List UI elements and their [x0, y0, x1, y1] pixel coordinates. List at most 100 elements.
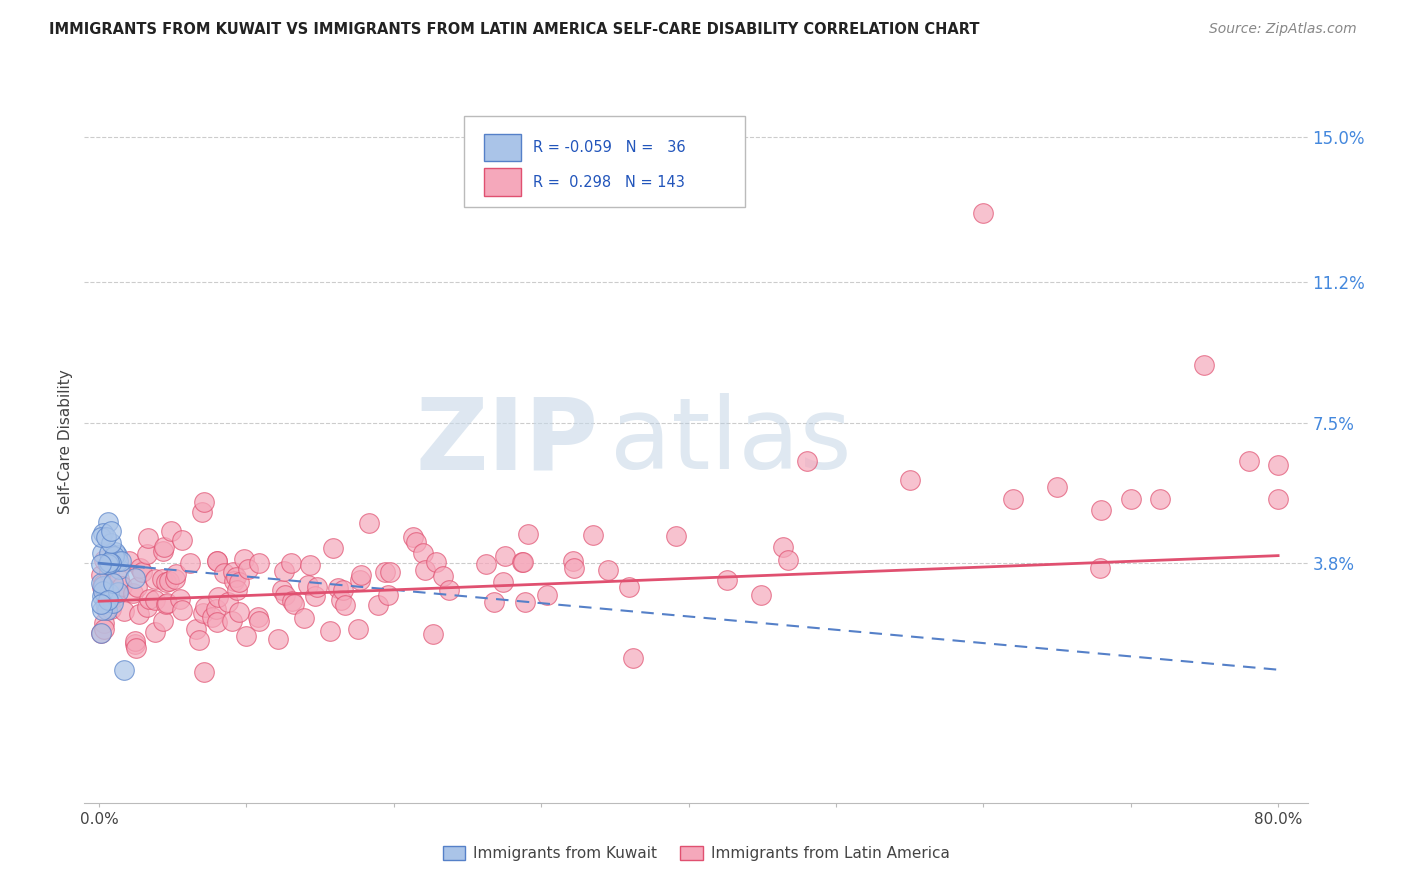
Point [267, 632, 290, 646]
Point [91, 525, 114, 540]
Point [124, 640, 146, 655]
Point [110, 554, 132, 568]
Point [93, 552, 115, 566]
Point [221, 614, 243, 628]
Text: IMMIGRANTS FROM KUWAIT VS IMMIGRANTS FROM LATIN AMERICA SELF-CARE DISABILITY COR: IMMIGRANTS FROM KUWAIT VS IMMIGRANTS FRO… [49, 22, 980, 37]
Point [228, 575, 250, 590]
Point [972, 206, 994, 220]
Point [156, 595, 179, 609]
Point [111, 579, 134, 593]
Point [749, 588, 772, 602]
Point [228, 605, 250, 619]
Point [1267, 491, 1289, 506]
Text: ZIP: ZIP [415, 393, 598, 490]
Point [100, 556, 122, 570]
Point [1046, 480, 1069, 494]
Point [97, 565, 120, 579]
Point [350, 567, 373, 582]
Point [107, 548, 129, 562]
Point [98, 555, 121, 569]
Point [90, 626, 112, 640]
Point [304, 590, 326, 604]
Point [107, 554, 129, 568]
Point [349, 574, 371, 588]
Point [412, 546, 434, 560]
Point [90, 626, 112, 640]
Point [131, 566, 153, 580]
Point [249, 557, 271, 571]
Point [128, 607, 150, 621]
Point [413, 563, 436, 577]
Point [101, 576, 124, 591]
Point [225, 570, 247, 584]
Point [249, 615, 271, 629]
Point [155, 574, 177, 589]
Point [332, 583, 354, 598]
Point [124, 637, 146, 651]
Point [307, 581, 329, 595]
Point [97, 515, 120, 529]
Point [665, 529, 688, 543]
Point [104, 545, 127, 559]
Point [271, 582, 294, 597]
Point [160, 524, 183, 538]
Point [193, 665, 215, 680]
Point [330, 593, 353, 607]
Point [207, 554, 229, 568]
Point [422, 627, 444, 641]
Point [124, 633, 146, 648]
Point [513, 595, 536, 609]
Point [318, 624, 340, 638]
Y-axis label: Self-Care Disability: Self-Care Disability [58, 369, 73, 514]
Point [280, 557, 302, 571]
Point [232, 552, 254, 566]
Point [100, 601, 122, 615]
Point [90, 546, 112, 560]
Point [93, 622, 115, 636]
Point [153, 540, 176, 554]
Point [138, 591, 160, 606]
Point [91, 577, 114, 591]
Point [214, 566, 236, 580]
Legend: Immigrants from Kuwait, Immigrants from Latin America: Immigrants from Kuwait, Immigrants from … [436, 840, 956, 867]
Point [136, 531, 159, 545]
Point [179, 556, 201, 570]
Point [152, 544, 174, 558]
Point [1149, 491, 1171, 506]
Point [205, 601, 228, 615]
Point [190, 505, 212, 519]
Point [1267, 458, 1289, 472]
Point [235, 629, 257, 643]
Point [90, 597, 112, 611]
Point [191, 606, 214, 620]
Point [107, 562, 129, 576]
Point [118, 554, 141, 568]
Point [425, 555, 447, 569]
Point [104, 590, 127, 604]
Point [402, 530, 425, 544]
Point [170, 603, 193, 617]
Point [335, 599, 357, 613]
Point [222, 574, 245, 589]
Point [205, 554, 228, 568]
Point [598, 563, 620, 577]
Point [582, 527, 605, 541]
Point [536, 588, 558, 602]
Point [359, 516, 381, 530]
Point [143, 624, 166, 639]
Point [90, 557, 112, 571]
Point [475, 557, 498, 571]
Point [97, 583, 120, 598]
Point [90, 568, 112, 582]
Point [143, 572, 166, 586]
Point [510, 555, 533, 569]
FancyBboxPatch shape [484, 169, 522, 196]
Point [94, 602, 117, 616]
Point [188, 632, 211, 647]
Point [103, 596, 125, 610]
Point [898, 473, 921, 487]
Point [273, 564, 295, 578]
Point [512, 555, 534, 569]
Point [1194, 359, 1216, 373]
Text: R = -0.059   N =   36: R = -0.059 N = 36 [533, 140, 686, 155]
